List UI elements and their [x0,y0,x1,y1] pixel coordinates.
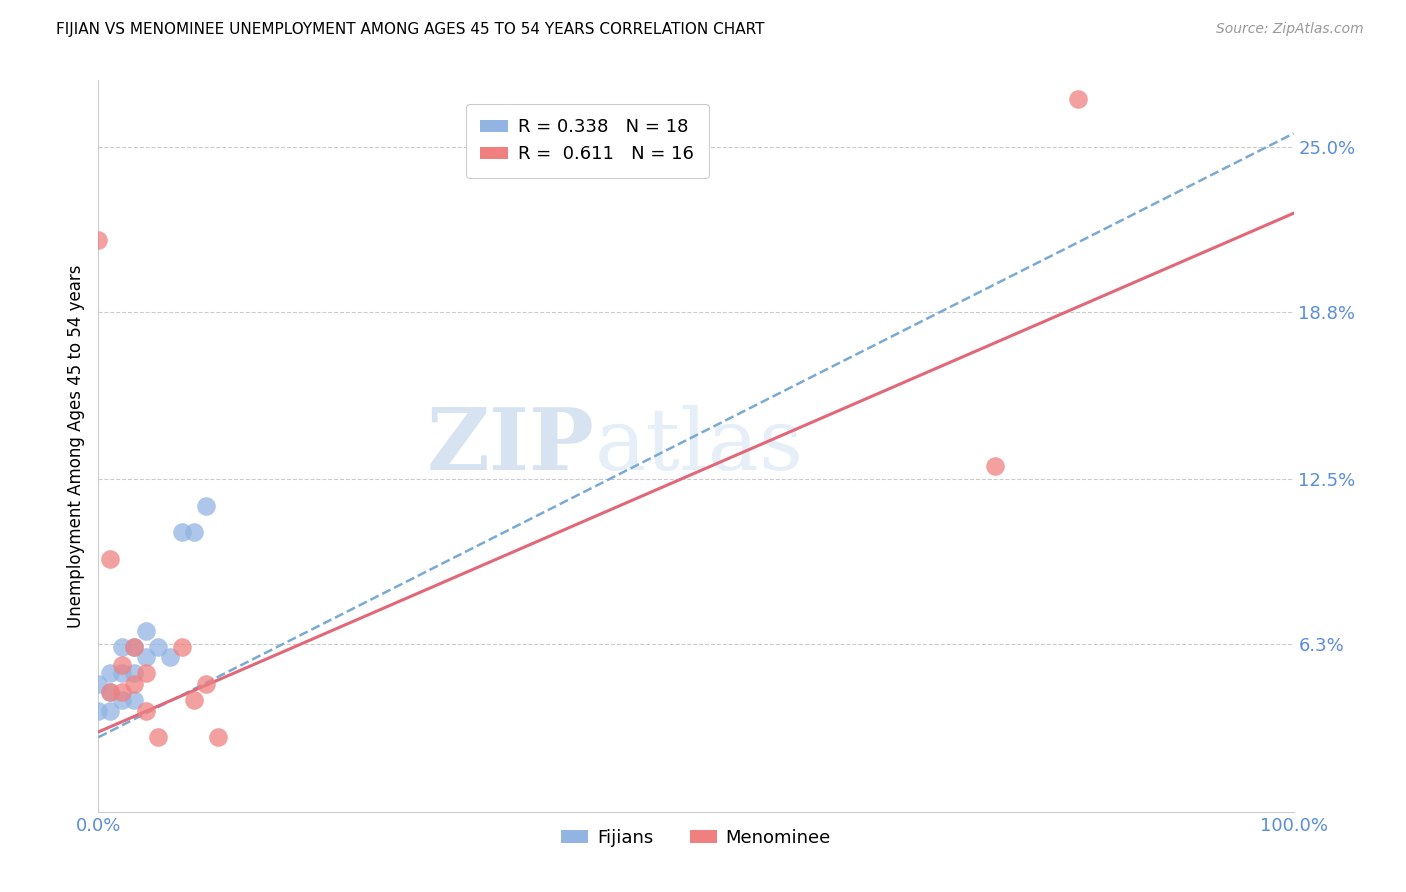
Point [111,666,134,681]
Point [984,458,1007,473]
Point [111,640,134,654]
Point [124,693,146,707]
Point [183,693,205,707]
Point [111,658,134,673]
Y-axis label: Unemployment Among Ages 45 to 54 years: Unemployment Among Ages 45 to 54 years [66,264,84,628]
Point [172,525,194,540]
Point [98,666,122,681]
Point [159,650,181,665]
Point [124,640,146,654]
Point [98,685,122,699]
Point [98,685,122,699]
Point [172,640,194,654]
Point [124,640,146,654]
Point [124,677,146,691]
Point [87,233,110,247]
Point [111,685,134,699]
Point [135,704,157,718]
Point [98,552,122,566]
Text: Source: ZipAtlas.com: Source: ZipAtlas.com [1216,22,1364,37]
Point [87,677,110,691]
Point [135,666,157,681]
Point [1067,92,1090,106]
Point [183,525,205,540]
Point [148,731,170,745]
Point [148,640,170,654]
Point [124,666,146,681]
Point [98,704,122,718]
Text: FIJIAN VS MENOMINEE UNEMPLOYMENT AMONG AGES 45 TO 54 YEARS CORRELATION CHART: FIJIAN VS MENOMINEE UNEMPLOYMENT AMONG A… [56,22,765,37]
Point [195,499,218,513]
Point [207,731,229,745]
Point [135,624,157,638]
Text: ZIP: ZIP [426,404,595,488]
Legend: Fijians, Menominee: Fijians, Menominee [554,822,838,854]
Point [135,650,157,665]
Point [87,704,110,718]
Text: atlas: atlas [595,404,803,488]
Point [111,693,134,707]
Point [195,677,218,691]
